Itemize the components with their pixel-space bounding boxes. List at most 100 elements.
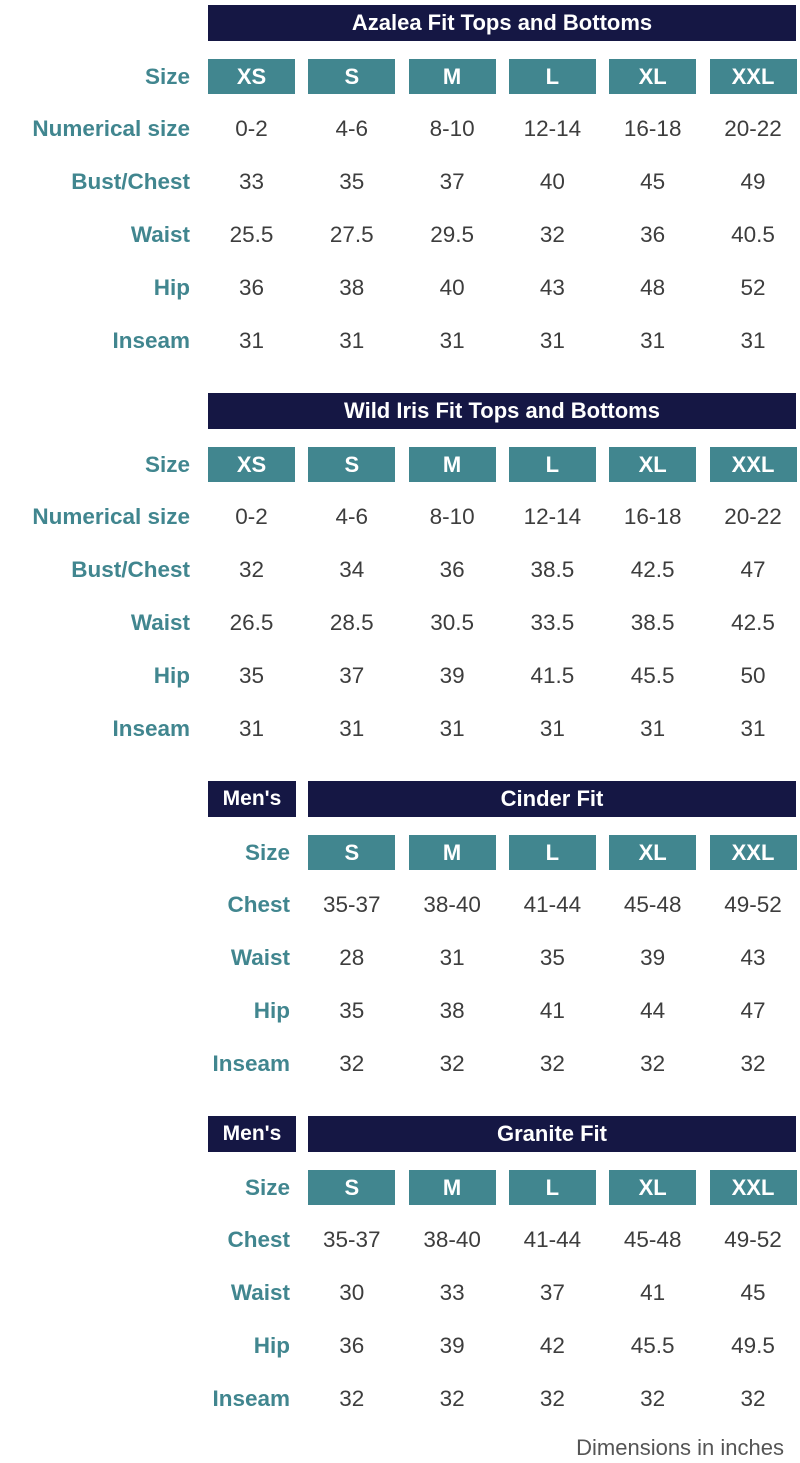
wild-iris-cell-inseam-s: 31 <box>339 716 365 741</box>
cinder-size-label: Size <box>244 840 290 865</box>
azalea-cell-bust-chest-m: 37 <box>439 169 465 194</box>
azalea-cell-numerical-size-xl: 16-18 <box>623 116 682 141</box>
cinder-row-label-hip: Hip <box>253 998 290 1023</box>
granite-size-xxl: XXL <box>709 1170 797 1205</box>
azalea-size-l: L <box>508 59 596 94</box>
granite-size-label: Size <box>244 1175 290 1200</box>
wild-iris-cell-numerical-size-l: 12-14 <box>523 504 582 529</box>
wild-iris-cell-hip-s: 37 <box>339 663 365 688</box>
azalea-title-banner: Azalea Fit Tops and Bottoms <box>208 5 796 41</box>
granite-size-l: L <box>508 1170 596 1205</box>
azalea-row-label-bust-chest: Bust/Chest <box>71 169 190 194</box>
wild-iris-cell-bust-chest-l: 38.5 <box>530 557 575 582</box>
cinder-cell-chest-xxl: 49-52 <box>724 892 782 917</box>
azalea-cell-waist-xl: 36 <box>640 222 666 247</box>
wild-iris-cell-inseam-xxl: 31 <box>740 716 766 741</box>
granite-cell-chest-m: 38-40 <box>423 1227 481 1252</box>
wild-iris-cell-waist-s: 28.5 <box>329 610 374 635</box>
granite-cell-inseam-xl: 32 <box>640 1386 666 1411</box>
wild-iris-size-xxl: XXL <box>709 447 797 482</box>
wild-iris-cell-inseam-xl: 31 <box>640 716 666 741</box>
wild-iris-cell-bust-chest-xl: 42.5 <box>630 557 675 582</box>
cinder-cell-waist-xl: 39 <box>640 945 666 970</box>
wild-iris-cell-bust-chest-m: 36 <box>439 557 465 582</box>
cinder-size-l: L <box>508 835 596 870</box>
cinder-row-label-waist: Waist <box>230 945 290 970</box>
wild-iris-size-xl: XL <box>609 447 697 482</box>
wild-iris-cell-numerical-size-m: 8-10 <box>429 504 475 529</box>
azalea-size-s: S <box>308 59 396 94</box>
azalea-cell-inseam-xs: 31 <box>238 328 265 353</box>
wild-iris-cell-bust-chest-xxl: 47 <box>740 557 766 582</box>
azalea-row-label-numerical-size: Numerical size <box>32 116 190 141</box>
granite-row-label-chest: Chest <box>227 1227 290 1252</box>
granite-cell-inseam-l: 32 <box>539 1386 565 1411</box>
azalea-row-label-waist: Waist <box>130 222 190 247</box>
azalea-cell-numerical-size-s: 4-6 <box>335 116 369 141</box>
azalea-cell-bust-chest-l: 40 <box>539 169 565 194</box>
cinder-size-m: M <box>408 835 496 870</box>
granite-size-m: M <box>408 1170 496 1205</box>
azalea-cell-numerical-size-m: 8-10 <box>429 116 475 141</box>
granite-cell-chest-xl: 45-48 <box>623 1227 682 1252</box>
wild-iris-cell-hip-xs: 35 <box>238 663 265 688</box>
azalea-cell-hip-xs: 36 <box>238 275 265 300</box>
granite-cell-hip-l: 42 <box>539 1333 565 1358</box>
cinder-cell-waist-l: 35 <box>539 945 565 970</box>
azalea-cell-waist-xxl: 40.5 <box>731 222 775 247</box>
granite-cell-waist-m: 33 <box>439 1280 465 1305</box>
granite-cell-waist-xxl: 45 <box>740 1280 766 1305</box>
wild-iris-cell-bust-chest-s: 34 <box>339 557 365 582</box>
wild-iris-cell-waist-m: 30.5 <box>430 610 474 635</box>
granite-size-xl: XL <box>609 1170 697 1205</box>
wild-iris-row-label-bust-chest: Bust/Chest <box>71 557 190 582</box>
wild-iris-cell-waist-l: 33.5 <box>530 610 575 635</box>
azalea-size-label: Size <box>144 64 190 89</box>
wild-iris-cell-waist-xs: 26.5 <box>229 610 274 635</box>
granite-size-s: S <box>308 1170 396 1205</box>
cinder-cell-chest-l: 41-44 <box>523 892 582 917</box>
granite-cell-waist-s: 30 <box>339 1280 365 1305</box>
cinder-cell-inseam-xxl: 32 <box>740 1051 766 1076</box>
cinder-size-s: S <box>308 835 396 870</box>
azalea-cell-numerical-size-l: 12-14 <box>523 116 582 141</box>
cinder-cell-chest-m: 38-40 <box>423 892 481 917</box>
wild-iris-row-label-inseam: Inseam <box>112 716 190 741</box>
cinder-size-xxl: XXL <box>709 835 797 870</box>
azalea-cell-inseam-xl: 31 <box>640 328 666 353</box>
wild-iris-size-m: M <box>408 447 496 482</box>
granite-cell-hip-xxl: 49.5 <box>731 1333 775 1358</box>
granite-cell-inseam-xxl: 32 <box>740 1386 766 1411</box>
cinder-title-banner: Cinder Fit <box>308 781 796 817</box>
cinder-row-label-chest: Chest <box>227 892 290 917</box>
wild-iris-cell-inseam-xs: 31 <box>238 716 265 741</box>
cinder-cell-hip-l: 41 <box>539 998 565 1023</box>
cinder-cell-waist-xxl: 43 <box>740 945 766 970</box>
azalea-size-xl: XL <box>609 59 697 94</box>
cinder-row-label-inseam: Inseam <box>212 1051 290 1076</box>
granite-mens-label: Men's <box>208 1116 296 1152</box>
granite-cell-hip-m: 39 <box>439 1333 465 1358</box>
granite-cell-inseam-m: 32 <box>439 1386 465 1411</box>
cinder-cell-hip-xxl: 47 <box>740 998 766 1023</box>
wild-iris-cell-inseam-m: 31 <box>439 716 465 741</box>
granite-cell-waist-l: 37 <box>539 1280 565 1305</box>
granite-row-label-hip: Hip <box>253 1333 290 1358</box>
azalea-cell-inseam-xxl: 31 <box>740 328 766 353</box>
azalea-cell-inseam-m: 31 <box>439 328 465 353</box>
cinder-cell-inseam-xl: 32 <box>640 1051 666 1076</box>
azalea-cell-hip-m: 40 <box>439 275 465 300</box>
granite-cell-chest-xxl: 49-52 <box>724 1227 782 1252</box>
granite-row-label-inseam: Inseam <box>212 1386 290 1411</box>
azalea-cell-waist-xs: 25.5 <box>229 222 274 247</box>
wild-iris-cell-waist-xxl: 42.5 <box>731 610 775 635</box>
azalea-cell-hip-xxl: 52 <box>740 275 766 300</box>
azalea-cell-waist-s: 27.5 <box>329 222 374 247</box>
granite-row-label-waist: Waist <box>230 1280 290 1305</box>
granite-cell-hip-xl: 45.5 <box>630 1333 675 1358</box>
azalea-size-m: M <box>408 59 496 94</box>
azalea-cell-bust-chest-s: 35 <box>339 169 365 194</box>
wild-iris-cell-numerical-size-xl: 16-18 <box>623 504 682 529</box>
cinder-cell-chest-s: 35-37 <box>323 892 381 917</box>
wild-iris-size-label: Size <box>144 452 190 477</box>
